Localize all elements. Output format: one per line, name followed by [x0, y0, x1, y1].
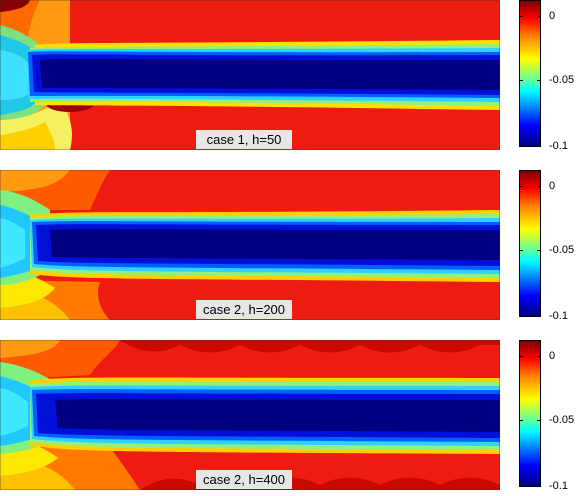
colorbar-tick-label: -0.05 — [549, 414, 575, 426]
colorbar-tick-label: 0 — [549, 180, 556, 192]
contour-plot-case2-h200 — [0, 170, 500, 320]
colorbar-tick — [519, 486, 545, 487]
contour-plot-case1 — [0, 0, 500, 150]
colorbar-case1 — [519, 0, 541, 147]
colorbar-tick-label: 0 — [549, 350, 556, 362]
panel-case2-h200: case 2, h=200 0 -0.05 -0.1 — [0, 170, 576, 322]
colorbar-tick-label: -0.1 — [549, 140, 568, 152]
colorbar-tick-label: -0.1 — [549, 480, 568, 492]
colorbar-tick — [519, 80, 545, 81]
colorbar-tick-label: -0.05 — [549, 74, 575, 86]
case-label: case 1, h=50 — [196, 130, 292, 149]
panel-case2-h400: case 2, h=400 0 -0.05 -0.1 — [0, 340, 576, 492]
contour-plot-case2-h400 — [0, 340, 500, 490]
colorbar-tick-label: 0 — [549, 10, 556, 22]
colorbar-tick — [519, 16, 545, 17]
colorbar-tick — [519, 420, 545, 421]
colorbar-case2-h200 — [519, 170, 541, 317]
colorbar-tick-label: -0.05 — [549, 244, 575, 256]
case-label: case 2, h=200 — [196, 300, 292, 319]
colorbar-tick — [519, 316, 545, 317]
colorbar-tick — [519, 186, 545, 187]
case-label: case 2, h=400 — [196, 470, 292, 489]
colorbar-tick-label: -0.1 — [549, 310, 568, 322]
panel-case1: case 1, h=50 0 -0.05 -0.1 — [0, 0, 576, 152]
colorbar-tick — [519, 250, 545, 251]
colorbar-case2-h400 — [519, 340, 541, 487]
colorbar-tick — [519, 356, 545, 357]
colorbar-tick — [519, 146, 545, 147]
